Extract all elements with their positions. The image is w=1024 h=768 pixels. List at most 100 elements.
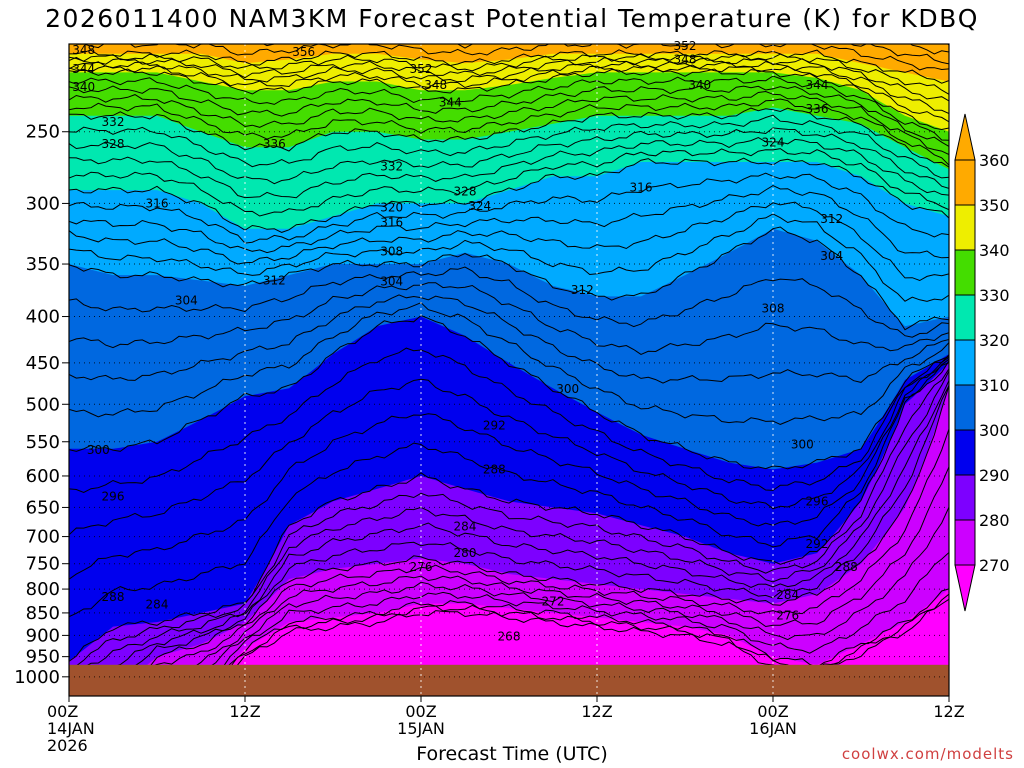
isentrope-348	[69, 53, 949, 95]
contour-label-308: 308	[762, 302, 785, 316]
contour-label-304: 304	[380, 275, 403, 289]
theta-band-340	[69, 44, 949, 132]
contour-label-284: 284	[146, 597, 169, 611]
isentrope-284	[69, 380, 949, 683]
x-tick-label-48-0: 00Z	[757, 702, 788, 721]
x-axis-title: Forecast Time (UTC)	[416, 743, 608, 765]
colorbar-label-300: 300	[979, 421, 1010, 440]
contour-label-316: 316	[146, 196, 169, 210]
colorbar-segment-310	[954, 339, 976, 386]
contour-label-328: 328	[454, 184, 477, 198]
contour-label-336: 336	[263, 137, 286, 151]
y-tick-label-500: 500	[26, 394, 60, 415]
colorbar-label-310: 310	[979, 376, 1010, 395]
isentrope-314	[69, 201, 949, 282]
isentrope-328	[69, 114, 949, 179]
colorbar-label-340: 340	[979, 241, 1010, 260]
y-tick-label-950: 950	[26, 647, 60, 668]
x-tick-label-24-0: 00Z	[405, 702, 436, 721]
isentrope-274	[69, 506, 949, 696]
x-tick-label-36-0: 12Z	[581, 702, 612, 721]
isentrope-286	[69, 370, 949, 671]
contour-label-276: 276	[776, 609, 799, 623]
y-tick-label-850: 850	[26, 603, 60, 624]
colorbar-segment-340	[954, 204, 976, 251]
contour-label-344: 344	[72, 62, 95, 76]
isentrope-312	[69, 213, 949, 302]
contour-label-344: 344	[439, 95, 462, 109]
colorbar-segment-290	[954, 429, 976, 476]
y-tick-label-800: 800	[26, 579, 60, 600]
y-tick-label-900: 900	[26, 625, 60, 646]
colorbar-label-320: 320	[979, 331, 1010, 350]
isentrope-358	[947, 44, 949, 46]
contour-label-292: 292	[483, 419, 506, 433]
contour-label-316: 316	[380, 216, 403, 230]
contour-label-312: 312	[263, 274, 286, 288]
isentrope-306	[69, 282, 949, 355]
isentrope-332	[69, 98, 949, 166]
isentrope-298	[69, 347, 949, 494]
y-tick-label-700: 700	[26, 527, 60, 548]
contour-label-304: 304	[175, 293, 198, 307]
contour-label-352: 352	[674, 39, 697, 53]
colorbar-label-280: 280	[979, 511, 1010, 530]
colorbar-label-270: 270	[979, 556, 1010, 575]
isentrope-304	[69, 294, 949, 384]
x-tick-label-0-2: 2026	[47, 736, 88, 755]
contour-label-276: 276	[410, 560, 433, 574]
colorbar-segment-330	[954, 249, 976, 296]
contour-label-288: 288	[483, 462, 506, 476]
colorbar-upper-arrow	[954, 113, 976, 161]
contour-label-300: 300	[87, 443, 110, 457]
contour-label-316: 316	[630, 180, 653, 194]
contour-label-284: 284	[454, 519, 477, 533]
y-tick-label-1000: 1000	[14, 667, 60, 688]
isentrope-302	[69, 302, 949, 425]
contour-label-308: 308	[380, 244, 403, 258]
contour-label-332: 332	[380, 159, 403, 173]
contour-label-348: 348	[674, 52, 697, 66]
isentrope-338	[69, 75, 949, 141]
colorbar-lower-arrow	[954, 564, 976, 612]
colorbar-segment-270	[954, 519, 976, 566]
contour-label-300: 300	[791, 438, 814, 452]
contour-label-340: 340	[72, 80, 95, 94]
x-tick-label-12-0: 12Z	[229, 702, 260, 721]
isentrope-288	[69, 368, 949, 667]
contour-label-320: 320	[380, 200, 403, 214]
colorbar-label-350: 350	[979, 196, 1010, 215]
contour-label-268: 268	[498, 630, 521, 644]
isentrope-316	[69, 185, 949, 259]
contour-label-336: 336	[806, 102, 829, 116]
x-tick-label-0-1: 14JAN	[47, 719, 95, 738]
grid-lines	[69, 44, 949, 696]
x-tick-label-48-1: 16JAN	[749, 719, 797, 738]
y-tick-label-450: 450	[26, 353, 60, 374]
isentrope-330	[69, 107, 949, 168]
y-tick-label-600: 600	[26, 466, 60, 487]
x-tick-label-0-0: 00Z	[47, 702, 78, 721]
x-tick-label-60-0: 12Z	[933, 702, 964, 721]
contour-label-328: 328	[102, 137, 125, 151]
isentrope-340	[69, 68, 949, 131]
isentrope-310	[69, 226, 949, 331]
y-tick-label-550: 550	[26, 432, 60, 453]
isentrope-322	[69, 148, 949, 217]
contour-label-312: 312	[571, 283, 594, 297]
y-tick-label-300: 300	[26, 193, 60, 214]
contour-label-292: 292	[806, 537, 829, 551]
contour-label-356: 356	[292, 45, 315, 59]
contour-label-324: 324	[468, 199, 491, 213]
isentrope-352	[74, 44, 949, 71]
contour-label-284: 284	[776, 588, 799, 602]
colorbar-segment-300	[954, 384, 976, 431]
credit-link[interactable]: coolwx.com/modelts	[841, 745, 1014, 763]
isentrope-300	[69, 314, 949, 470]
contour-label-348: 348	[72, 43, 95, 57]
isentrope-lines	[69, 44, 949, 696]
isentrope-324	[69, 137, 949, 199]
